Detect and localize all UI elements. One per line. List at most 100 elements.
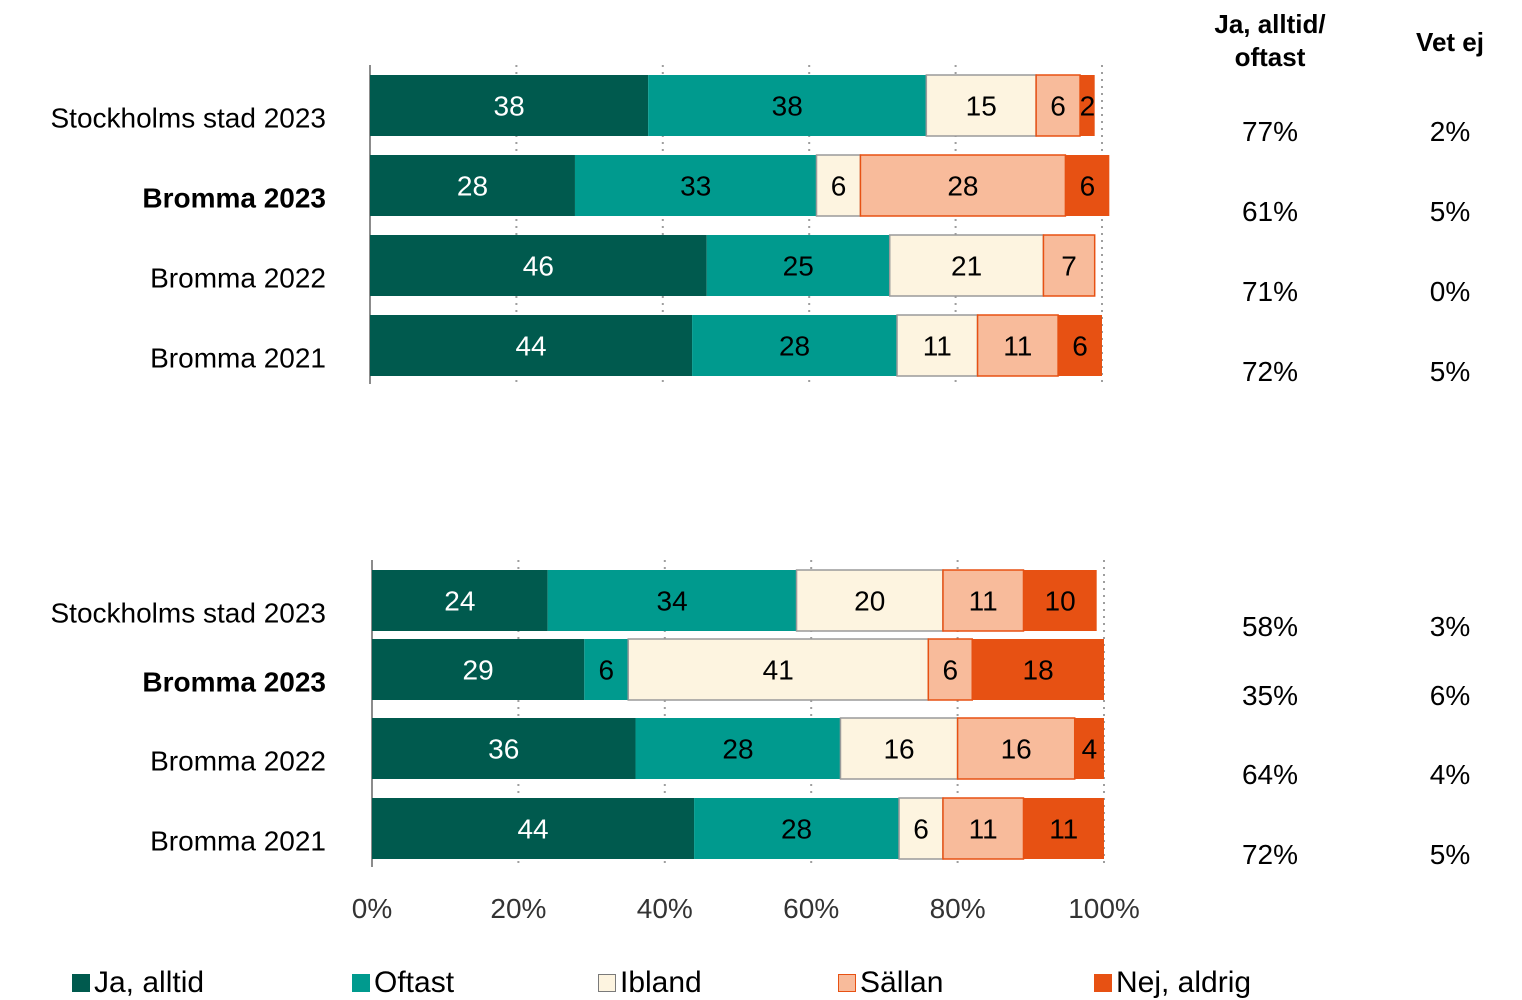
x-tick-label: 20%	[490, 893, 546, 924]
data-label: 16	[883, 734, 914, 765]
vet-ej-value: 6%	[1430, 680, 1470, 711]
data-label: 11	[1003, 331, 1032, 362]
data-label: 28	[457, 171, 488, 202]
vet-ej-value: 2%	[1430, 116, 1470, 147]
data-label: 6	[913, 814, 929, 845]
bar-segment	[1023, 798, 1104, 859]
legend-item: Nej, aldrig	[1094, 966, 1251, 1000]
data-label: 41	[763, 655, 794, 686]
ja-oftast-value: 77%	[1242, 116, 1298, 147]
data-label: 6	[942, 655, 958, 686]
data-label: 34	[657, 586, 688, 617]
bar-segment	[372, 570, 548, 631]
bar-segment	[896, 314, 979, 377]
data-label: 28	[722, 734, 753, 765]
header-vet-ej: Vet ej	[1416, 27, 1484, 57]
bar-segment	[795, 569, 944, 632]
ja-oftast-value: 58%	[1242, 611, 1298, 642]
category-label: Bromma 2022	[150, 263, 326, 294]
x-tick-label: 80%	[930, 893, 986, 924]
chart-legend: Ja, alltid Oftast Ibland Sällan Nej, aldrig	[72, 966, 1512, 1000]
data-label: 46	[523, 251, 554, 282]
legend-item: Ibland	[598, 966, 702, 1000]
bar-segment	[956, 717, 1076, 780]
data-label: 44	[515, 331, 546, 362]
category-label: Stockholms stad 2023	[51, 598, 327, 629]
bar-segment	[370, 75, 649, 136]
data-label: 21	[951, 251, 982, 282]
data-label: 28	[947, 171, 978, 202]
category-label: Bromma 2023	[142, 667, 326, 698]
vet-ej-value: 5%	[1430, 356, 1470, 387]
x-tick-label: 60%	[783, 893, 839, 924]
data-label: 44	[517, 814, 548, 845]
legend-label: Oftast	[374, 966, 455, 999]
bar-segment	[547, 570, 797, 631]
bar-segment	[976, 314, 1059, 377]
vet-ej-value: 0%	[1430, 276, 1470, 307]
data-label: 11	[1049, 814, 1078, 845]
bar-segment	[372, 798, 695, 859]
data-label: 6	[1080, 171, 1096, 202]
bar-segment	[1023, 570, 1097, 631]
legend-swatch	[72, 974, 90, 992]
ja-oftast-value: 35%	[1242, 680, 1298, 711]
bar-segment	[370, 315, 693, 376]
category-label: Bromma 2023	[142, 183, 326, 214]
x-tick-label: 100%	[1068, 893, 1140, 924]
data-label: 10	[1045, 586, 1076, 617]
bar-segment	[706, 235, 890, 296]
data-label: 15	[966, 91, 997, 122]
ja-oftast-value: 64%	[1242, 759, 1298, 790]
data-label: 6	[831, 171, 847, 202]
vet-ej-value: 3%	[1430, 611, 1470, 642]
data-label: 28	[781, 814, 812, 845]
bar-segment	[584, 639, 629, 700]
ja-oftast-value: 61%	[1242, 196, 1298, 227]
category-label: Stockholms stad 2023	[51, 103, 327, 134]
category-label: Bromma 2021	[150, 826, 326, 857]
bar-segment	[925, 74, 1037, 137]
legend-item: Oftast	[352, 966, 454, 1000]
legend-swatch	[598, 974, 616, 992]
data-label: 2	[1080, 91, 1096, 122]
bar-segment	[372, 639, 585, 700]
bar-segment	[370, 155, 575, 216]
bar-segment	[972, 639, 1104, 700]
bar-segment	[927, 638, 973, 701]
data-label: 4	[1082, 734, 1098, 765]
legend-item: Sällan	[838, 966, 943, 1000]
data-label: 6	[598, 655, 614, 686]
bar-segment	[694, 798, 900, 859]
category-label: Bromma 2021	[150, 343, 326, 374]
data-label: 11	[923, 331, 952, 362]
data-label: 33	[680, 171, 711, 202]
data-label: 6	[1072, 331, 1088, 362]
bar-segment	[859, 154, 1067, 217]
bar-segment	[1074, 718, 1104, 779]
legend-swatch	[352, 974, 370, 992]
data-label: 11	[969, 814, 998, 845]
ja-oftast-value: 72%	[1242, 356, 1298, 387]
data-label: 38	[772, 91, 803, 122]
bar-segment	[635, 718, 841, 779]
data-label: 24	[444, 586, 475, 617]
vet-ej-value: 5%	[1430, 196, 1470, 227]
legend-swatch	[838, 974, 856, 992]
legend-swatch	[1094, 974, 1112, 992]
data-label: 11	[969, 586, 998, 617]
data-label: 7	[1061, 251, 1077, 282]
bar-segment	[692, 315, 898, 376]
data-label: 25	[783, 251, 814, 282]
x-tick-label: 0%	[352, 893, 392, 924]
data-label: 20	[854, 586, 885, 617]
bar-segment	[1080, 75, 1095, 136]
bar-segment	[888, 234, 1045, 297]
data-label: 28	[779, 331, 810, 362]
bar-segment	[1065, 155, 1110, 216]
ja-oftast-value: 71%	[1242, 276, 1298, 307]
data-label: 38	[494, 91, 525, 122]
vet-ej-value: 5%	[1430, 839, 1470, 870]
bar-segment	[942, 569, 1025, 632]
legend-label: Sällan	[860, 966, 944, 999]
